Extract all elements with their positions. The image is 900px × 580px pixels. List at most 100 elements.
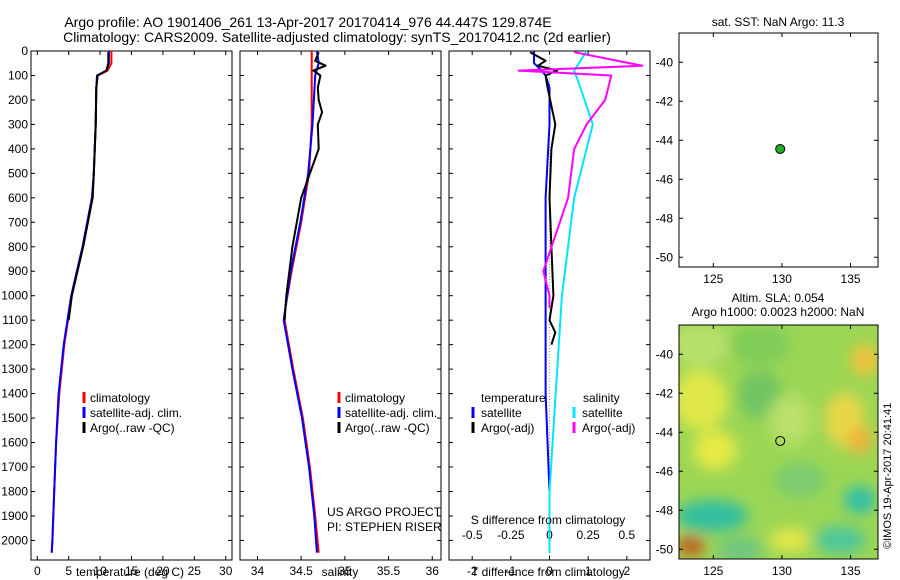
- legend-satellite-label: satellite-adj. clim.: [345, 406, 437, 420]
- lon-tick-label: 135: [841, 564, 861, 578]
- project-credit-line1: US ARGO PROJECT: [327, 505, 442, 519]
- sla-map-title-line1: Altim. SLA: 0.054: [732, 291, 825, 305]
- x-tick-label: 10: [93, 564, 107, 578]
- depth-tick-label: 1000: [1, 289, 28, 303]
- sla-heatmap-field: [679, 325, 878, 559]
- sla-map-markers: [775, 435, 786, 446]
- legend-climatology-label: climatology: [345, 391, 405, 405]
- x-tick-label: 36: [426, 564, 440, 578]
- x-tick-label: -2: [467, 564, 478, 578]
- salinity-axes-frame: [239, 50, 442, 561]
- lon-tick-label: 125: [703, 564, 723, 578]
- sla-map-panel: Altim. SLA: 0.054 Argo h1000: 0.0023 h20…: [656, 291, 894, 578]
- lat-tick-label: -40: [656, 347, 674, 361]
- temperature-series-lines: [50, 51, 113, 553]
- temperature-profile-panel: 0100200300400500600700800900100011001200…: [1, 44, 232, 579]
- lat-tick-label: -44: [656, 133, 674, 147]
- profile-location-marker: [775, 435, 786, 446]
- difference-axis-ticks: -2 -1 0 1 2-0.5 -0.25 0 0.25 0.5: [449, 50, 650, 578]
- sla-map-frame: [678, 324, 879, 560]
- t-difference-axis-label: T difference from climatology: [471, 565, 625, 579]
- s-diff-tick-label: 0.25: [576, 528, 600, 542]
- depth-tick-label: 1200: [1, 338, 28, 352]
- lat-tick-label: -46: [656, 172, 674, 186]
- salinity-profile-panel: 34 34.5 35 35.5 36 climatology satellite-adj…: [239, 50, 442, 579]
- lat-tick-label: -42: [656, 386, 674, 400]
- x-tick-label: 34: [251, 564, 265, 578]
- sst-map-panel: sat. SST: NaN Argo: 11.3 125 130 135 -40 -42…: [656, 15, 879, 286]
- figure-title-line1: Argo profile: AO 1901406_261 13-Apr-2017…: [64, 14, 551, 30]
- x-tick-label: 0: [34, 564, 41, 578]
- salinity-axis-ticks: 34 34.5 35 35.5 36: [240, 50, 441, 578]
- series-line: [533, 51, 551, 553]
- x-tick-label: 34.5: [289, 564, 313, 578]
- lat-tick-label: -48: [656, 211, 674, 225]
- x-tick-label: -1: [506, 564, 517, 578]
- depth-tick-label: 1300: [1, 362, 28, 376]
- x-tick-label: 30: [219, 564, 233, 578]
- x-tick-label: 5: [65, 564, 72, 578]
- temperature-axis-ticks: 0100200300400500600700800900100011001200…: [1, 44, 232, 578]
- lon-tick-label: 135: [841, 272, 861, 286]
- salinity-axis-label: salinity: [322, 565, 359, 579]
- series-line: [283, 51, 327, 321]
- lat-tick-label: -50: [656, 542, 674, 556]
- depth-tick-label: 2000: [1, 533, 28, 547]
- x-tick-label: 1: [585, 564, 592, 578]
- series-line: [548, 50, 594, 553]
- depth-tick-label: 0: [21, 44, 28, 58]
- depth-tick-label: 500: [8, 166, 28, 180]
- s-difference-axis-label: S difference from climatology: [471, 513, 626, 527]
- difference-series-lines: [517, 50, 644, 560]
- lat-tick-label: -40: [656, 55, 674, 69]
- s-diff-tick-label: 0.5: [618, 528, 635, 542]
- series-line: [517, 51, 644, 308]
- sla-map-ticks: 125 130 135 -40 -42 -44 -46 -48 -50: [656, 325, 878, 578]
- lat-tick-label: -42: [656, 94, 674, 108]
- depth-tick-label: 1400: [1, 387, 28, 401]
- figure-title-line2: Climatology: CARS2009. Satellite-adjuste…: [63, 29, 611, 45]
- lon-tick-label: 130: [772, 272, 792, 286]
- depth-tick-label: 900: [8, 264, 28, 278]
- depth-tick-label: 700: [8, 215, 28, 229]
- legend-salinity-header: salinity: [583, 391, 620, 405]
- depth-tick-label: 200: [8, 93, 28, 107]
- legend-sal-satellite-label: satellite: [582, 406, 623, 420]
- depth-tick-label: 100: [8, 68, 28, 82]
- x-tick-label: 35: [338, 564, 352, 578]
- s-diff-tick-label: -0.25: [497, 528, 525, 542]
- temperature-legend: climatology satellite-adj. clim. Argo(..…: [82, 391, 182, 435]
- sst-map-markers: [775, 143, 786, 154]
- depth-tick-label: 1900: [1, 509, 28, 523]
- lat-tick-label: -46: [656, 464, 674, 478]
- lat-tick-label: -48: [656, 503, 674, 517]
- depth-tick-label: 1700: [1, 460, 28, 474]
- depth-tick-label: 300: [8, 117, 28, 131]
- x-tick-label: 0: [546, 564, 553, 578]
- s-diff-tick-label: -0.5: [462, 528, 483, 542]
- depth-tick-label: 1100: [2, 313, 28, 327]
- legend-climatology-label: climatology: [90, 391, 150, 405]
- legend-temp-argo-label: Argo(-adj): [481, 421, 534, 435]
- project-credit-line2: PI: STEPHEN RISER: [327, 520, 442, 534]
- profile-location-marker: [775, 143, 786, 154]
- legend-sal-argo-label: Argo(-adj): [582, 421, 635, 435]
- temperature-axes-frame: [30, 50, 233, 561]
- salinity-series-lines: [282, 50, 327, 553]
- temperature-axis-label: temperature (deg C): [76, 565, 184, 579]
- series-line: [67, 52, 110, 321]
- legend-satellite-label: satellite-adj. clim.: [90, 406, 182, 420]
- lat-tick-label: -44: [656, 425, 674, 439]
- legend-argo-label: Argo(..raw -QC): [345, 421, 430, 435]
- sst-map-title: sat. SST: NaN Argo: 11.3: [712, 15, 845, 29]
- depth-tick-label: 1800: [1, 484, 28, 498]
- legend-temperature-header: temperature: [481, 391, 546, 405]
- x-tick-label: 35.5: [377, 564, 401, 578]
- series-line: [529, 51, 559, 346]
- lon-tick-label: 130: [772, 564, 792, 578]
- depth-tick-label: 400: [8, 142, 28, 156]
- difference-panel: -2 -1 0 1 2-0.5 -0.25 0 0.25 0.5 temperature sal…: [448, 50, 651, 579]
- depth-tick-label: 1500: [1, 411, 28, 425]
- depth-tick-label: 1600: [1, 436, 28, 450]
